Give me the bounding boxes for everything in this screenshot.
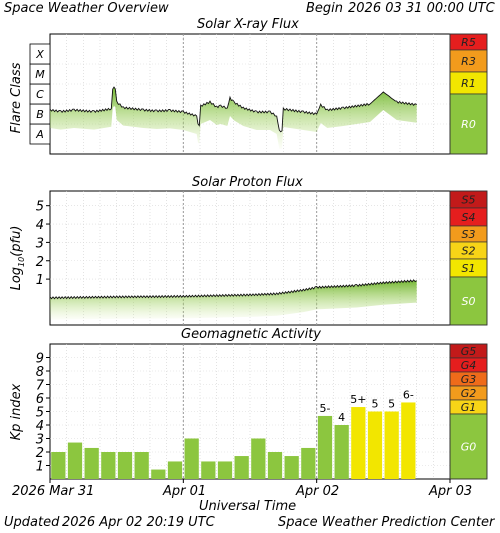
- kp-y-tick-label: 4: [36, 419, 44, 434]
- kp-bar-label: 5: [372, 398, 379, 411]
- kp-y-tick-label: 7: [36, 379, 45, 394]
- scale-frame: [449, 190, 488, 326]
- updated-label: Updated: [4, 515, 60, 530]
- x-tick-apr02: Apr 02: [296, 484, 340, 499]
- kp-bar: [384, 411, 399, 479]
- kp-bar: [184, 438, 199, 479]
- scale-label: S0: [462, 295, 476, 308]
- scale-frame: [449, 33, 488, 155]
- kp-bar: [201, 461, 216, 479]
- kp-bar: [167, 461, 183, 479]
- kp-bar: [401, 402, 416, 479]
- kp-bar: [101, 452, 116, 479]
- scale-label: R3: [461, 55, 476, 68]
- proton-y-tick-label: 3: [36, 236, 44, 251]
- scale-label: R1: [461, 77, 476, 90]
- proton-title: Solar Proton Flux: [192, 175, 303, 190]
- x-tick-apr03: Apr 03: [429, 484, 473, 499]
- kp-bar: [334, 425, 349, 479]
- kp-bar-label: 5+: [350, 393, 366, 406]
- scale-label: G5: [461, 345, 477, 358]
- x-axis-title: Universal Time: [199, 499, 297, 514]
- scale-label: G4: [461, 359, 477, 372]
- scale-segment: [449, 93, 488, 155]
- flare-class-label: B: [36, 108, 44, 121]
- kp-bar: [317, 415, 333, 479]
- xray-fill: [50, 88, 417, 149]
- scale-label: G3: [461, 373, 477, 386]
- kp-bar-label: 5-: [320, 402, 331, 415]
- proton-y-tick-label: 1: [36, 273, 44, 288]
- scale-label: S5: [462, 194, 476, 207]
- kp-bar: [367, 411, 383, 479]
- kp-bar: [251, 438, 266, 479]
- kp-y-tick-label: 8: [36, 365, 44, 380]
- kp-bar: [84, 447, 99, 479]
- overview-title: Space Weather Overview: [4, 1, 169, 16]
- scale-label: G1: [461, 401, 477, 414]
- scale-label: S1: [462, 262, 476, 275]
- proton-ylabel: Log10(pfu): [9, 226, 26, 291]
- xray-line: [49, 86, 417, 133]
- flare-class-label: C: [36, 88, 44, 101]
- kp-y-tick-label: 5: [36, 406, 44, 421]
- swpc-label: Space Weather Prediction Center: [278, 515, 495, 530]
- scale-label: G0: [461, 441, 477, 454]
- proton-fill: [50, 280, 417, 320]
- kp-y-tick-label: 6: [36, 392, 44, 407]
- kp-bar: [301, 447, 316, 479]
- kp-y-tick-label: 1: [36, 460, 44, 475]
- kp-bar-label: 6-: [403, 388, 414, 401]
- kp-y-tick-label: 3: [36, 433, 44, 448]
- kp-bar: [151, 469, 166, 479]
- kp-bar: [51, 452, 66, 479]
- kp-bar: [284, 456, 299, 479]
- x-tick-apr01: Apr 01: [163, 484, 207, 499]
- kp-ylabel: Kp index: [9, 383, 24, 440]
- proton-y-tick-label: 2: [36, 255, 44, 270]
- scale-frame: [449, 343, 488, 480]
- proton-y-tick-label: 5: [36, 200, 44, 215]
- kp-bar: [134, 452, 149, 479]
- flare-class-label: A: [35, 128, 44, 141]
- kp-bar: [67, 442, 83, 479]
- kp-bar-label: 4: [338, 411, 345, 424]
- x-tick-mar31: 2026 Mar 31: [12, 484, 95, 499]
- scale-label: R5: [461, 36, 476, 49]
- kp-bar: [117, 452, 133, 479]
- xray-title: Solar X-ray Flux: [197, 17, 299, 32]
- kp-bar: [234, 456, 249, 479]
- flare-class-box: [29, 43, 51, 65]
- flare-class-label: X: [35, 48, 44, 61]
- kp-bar-label: 5: [388, 398, 395, 411]
- proton-y-tick-label: 4: [36, 218, 44, 233]
- begin-value: 2026 03 31 00:00 UTC: [348, 1, 495, 16]
- begin-label: Begin: [306, 1, 344, 16]
- scale-label: S4: [462, 211, 476, 224]
- geomag-title: Geomagnetic Activity: [181, 327, 321, 342]
- scale-label: S3: [462, 228, 476, 241]
- kp-bar: [217, 461, 233, 479]
- proton-line: [49, 279, 417, 300]
- flare-class-label: M: [35, 68, 45, 81]
- scale-label: R0: [461, 118, 476, 131]
- kp-bar: [351, 407, 366, 479]
- updated-value: 2026 Apr 02 20:19 UTC: [62, 515, 215, 530]
- kp-y-tick-label: 2: [36, 446, 44, 461]
- xray-ylabel: Flare Class: [9, 62, 24, 133]
- kp-bar: [267, 452, 283, 479]
- kp-y-tick-label: 9: [36, 352, 44, 367]
- scale-label: G2: [461, 387, 477, 400]
- scale-label: S2: [462, 245, 476, 258]
